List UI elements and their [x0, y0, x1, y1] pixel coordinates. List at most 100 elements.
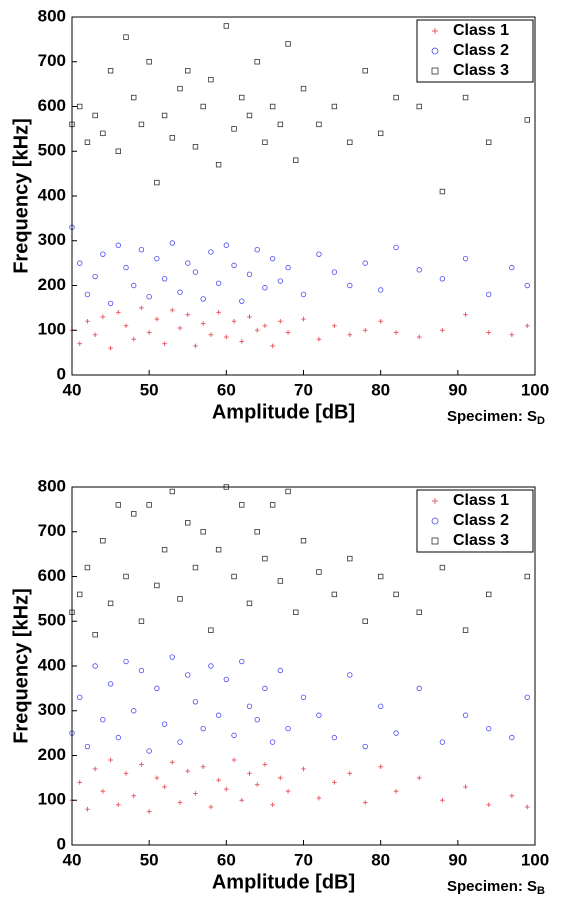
point — [177, 800, 183, 805]
point — [270, 343, 275, 349]
point — [100, 251, 106, 257]
point — [247, 314, 252, 320]
point — [208, 332, 214, 338]
point — [208, 627, 214, 633]
x-tick-label: 90 — [448, 850, 467, 869]
point — [293, 157, 299, 163]
point — [154, 685, 160, 692]
point — [84, 743, 91, 750]
point — [84, 291, 91, 298]
point — [100, 314, 106, 320]
point — [208, 663, 214, 669]
point — [246, 112, 253, 119]
point — [177, 596, 183, 602]
point — [416, 267, 422, 273]
point — [85, 319, 90, 324]
point — [200, 725, 206, 732]
point — [269, 103, 276, 110]
point — [138, 246, 145, 253]
legend-marker — [431, 67, 439, 75]
point — [278, 319, 283, 324]
point — [362, 618, 368, 624]
point — [92, 332, 98, 338]
point — [92, 631, 98, 638]
point — [223, 676, 230, 683]
point — [262, 323, 268, 329]
point — [116, 310, 121, 315]
point — [486, 725, 492, 732]
y-tick-label: 800 — [38, 6, 66, 25]
point — [223, 23, 230, 29]
point — [246, 703, 253, 709]
x-tick-label: 100 — [521, 850, 549, 869]
x-tick-label: 40 — [63, 850, 82, 869]
point — [154, 255, 160, 262]
point — [285, 488, 291, 495]
point — [277, 278, 284, 284]
point — [231, 757, 237, 763]
point — [332, 780, 337, 785]
point — [200, 529, 206, 535]
legend-label: Class 2 — [453, 512, 509, 529]
point — [301, 766, 306, 772]
point — [161, 721, 168, 727]
point — [107, 600, 114, 607]
point — [246, 271, 253, 278]
point — [347, 139, 353, 145]
point — [100, 538, 106, 544]
point — [115, 734, 121, 741]
point — [439, 739, 446, 745]
point — [270, 802, 275, 808]
point — [439, 188, 446, 195]
x-tick-label: 60 — [217, 380, 236, 399]
point — [378, 764, 383, 769]
point — [524, 694, 530, 701]
x-axis-label: Amplitude [dB] — [212, 401, 355, 423]
point — [278, 775, 283, 781]
legend-label: Class 3 — [453, 532, 509, 549]
point — [200, 103, 206, 110]
point — [77, 341, 83, 346]
point — [92, 112, 98, 119]
point — [224, 786, 229, 792]
point — [139, 305, 144, 311]
point — [262, 762, 268, 767]
point — [347, 282, 353, 289]
y-tick-label: 600 — [38, 566, 66, 585]
point — [416, 775, 422, 781]
point — [185, 672, 191, 678]
x-tick-label: 50 — [140, 380, 159, 399]
point — [524, 573, 530, 580]
point — [293, 609, 299, 615]
point — [239, 94, 245, 101]
point — [154, 775, 160, 781]
point — [231, 732, 237, 739]
annotation: Specimen: SD — [447, 408, 545, 427]
point — [216, 777, 221, 783]
point — [177, 739, 183, 745]
point — [192, 269, 199, 275]
point — [223, 242, 230, 248]
point — [463, 312, 468, 317]
point — [524, 117, 530, 123]
annotation-subscript: D — [537, 415, 545, 427]
point — [486, 291, 492, 298]
point — [231, 573, 237, 580]
x-tick-label: 100 — [521, 380, 549, 399]
point — [100, 130, 106, 137]
x-tick-label: 40 — [63, 380, 82, 399]
x-tick-label: 80 — [371, 850, 390, 869]
point — [269, 255, 276, 262]
legend-label: Class 1 — [453, 492, 509, 509]
point — [123, 323, 129, 329]
y-axis-label: Frequency [kHz] — [10, 118, 32, 274]
point — [262, 285, 268, 291]
point — [393, 789, 399, 794]
point — [378, 319, 383, 324]
point — [440, 797, 445, 803]
y-tick-label: 800 — [38, 476, 66, 495]
legend-label: Class 1 — [453, 22, 509, 39]
point — [192, 144, 199, 150]
point — [115, 502, 121, 508]
legend-label: Class 2 — [453, 42, 509, 59]
